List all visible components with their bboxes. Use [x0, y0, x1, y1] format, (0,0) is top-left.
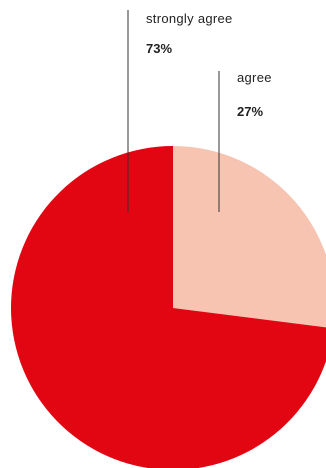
- pie-slices: [11, 146, 326, 468]
- slice-label-agree: agree: [237, 70, 272, 85]
- pie-slice-agree: [173, 146, 326, 328]
- pie-slice-strongly-agree: [11, 146, 326, 468]
- slice-value-agree: 27%: [237, 104, 263, 119]
- slice-label-strongly-agree: strongly agree: [146, 11, 233, 26]
- slice-value-strongly-agree: 73%: [146, 41, 172, 56]
- slice-labels: strongly agree 73% agree 27%: [127, 10, 272, 212]
